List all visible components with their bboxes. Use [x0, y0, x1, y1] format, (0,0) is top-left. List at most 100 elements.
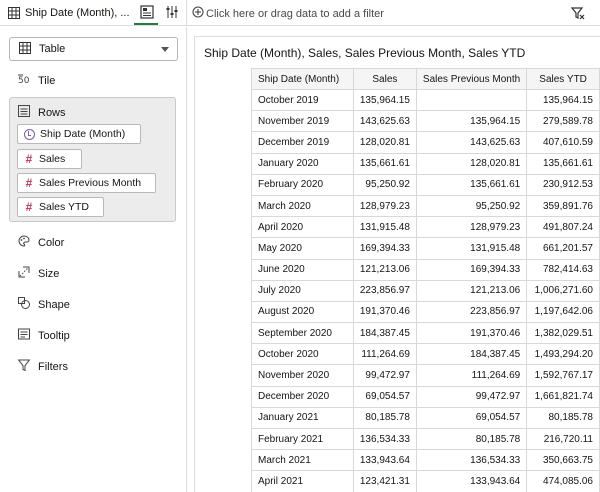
visualization-type-label: Table	[39, 43, 66, 55]
column-header[interactable]: Sales	[352, 68, 417, 90]
table-cell: 169,394.33	[352, 237, 417, 260]
table-body: October 2019 135,964.15 135,964.15 November…	[251, 88, 600, 492]
rows-icon	[18, 105, 30, 120]
tile-section[interactable]: 50 Tile	[18, 73, 55, 88]
tile-icon: 50	[18, 73, 30, 88]
data-table[interactable]: Ship Date (Month) Sales Sales Previous M…	[251, 68, 600, 492]
table-cell: 128,979.23	[415, 216, 528, 239]
table-row[interactable]: March 2021 133,943.64 136,534.33 350,663.75	[251, 449, 600, 472]
table-cell	[415, 88, 528, 112]
table-cell: November 2019	[251, 110, 354, 133]
table-row[interactable]: August 2020 191,370.46 223,856.97 1,197,642…	[251, 300, 600, 324]
table-cell: 121,213.06	[352, 258, 417, 281]
table-cell: 184,387.45	[415, 343, 528, 366]
table-cell: 135,661.61	[415, 173, 528, 196]
table-cell: 135,964.15	[352, 88, 417, 112]
table-cell: 135,964.15	[415, 110, 528, 133]
visualization-canvas[interactable]: Ship Date (Month), Sales, Sales Previous…	[194, 36, 600, 492]
rows-header: Rows	[18, 105, 66, 120]
shapes-icon	[18, 297, 30, 312]
table-row[interactable]: June 2020 121,213.06 169,394.33 782,414.63	[251, 258, 600, 281]
table-row[interactable]: December 2020 69,054.57 99,472.97 1,661,821…	[251, 385, 600, 408]
shape-section[interactable]: Shape	[18, 297, 70, 312]
table-cell: July 2020	[251, 279, 354, 302]
row-pill-ship-date[interactable]: Ship Date (Month)	[17, 124, 141, 144]
column-header[interactable]: Sales Previous Month	[415, 68, 528, 90]
add-filter-area[interactable]: Click here or drag data to add a filter	[192, 6, 384, 21]
hash-icon: #	[25, 176, 33, 190]
table-cell: 80,185.78	[526, 406, 600, 430]
table-row[interactable]: January 2021 80,185.78 69,054.57 80,185.78	[251, 406, 600, 430]
row-pill-sales[interactable]: # Sales	[17, 149, 82, 169]
table-cell: 95,250.92	[352, 173, 417, 196]
row-pill-label: Sales YTD	[39, 201, 89, 213]
table-cell: 216,720.11	[526, 427, 600, 451]
size-section[interactable]: Size	[18, 266, 59, 281]
table-cell: 128,020.81	[415, 152, 528, 175]
table-row[interactable]: April 2021 123,421.31 133,943.64 474,085.06	[251, 470, 600, 492]
table-row[interactable]: December 2019 128,020.81 143,625.63 407,610…	[251, 131, 600, 154]
table-cell: 1,493,294.20	[526, 343, 600, 366]
column-header[interactable]: Ship Date (Month)	[251, 68, 354, 90]
row-pill-label: Ship Date (Month)	[40, 128, 126, 140]
svg-text:50: 50	[18, 76, 30, 85]
row-pill-sales-previous-month[interactable]: # Sales Previous Month	[17, 173, 156, 193]
table-cell: 782,414.63	[526, 258, 600, 281]
resize-icon	[18, 266, 30, 281]
toolbar-separator	[186, 0, 187, 26]
table-row[interactable]: January 2020 135,661.61 128,020.81 135,661.…	[251, 152, 600, 175]
tile-label: Tile	[38, 74, 56, 87]
table-cell: 359,891.76	[526, 194, 600, 218]
table-row[interactable]: September 2020 184,387.45 191,370.46 1,382,…	[251, 322, 600, 345]
table-cell: January 2020	[251, 152, 354, 175]
column-header[interactable]: Sales YTD	[526, 68, 600, 90]
visualization-title: Ship Date (Month), Sales, Sales Previous…	[204, 46, 526, 60]
filter-icon[interactable]	[570, 6, 585, 20]
properties-icon[interactable]	[166, 5, 178, 19]
table-cell: April 2021	[251, 470, 354, 492]
plus-circle-icon	[192, 6, 204, 21]
table-cell: 230,912.53	[526, 173, 600, 196]
active-view-indicator	[134, 23, 158, 25]
table-row[interactable]: March 2020 128,979.23 95,250.92 359,891.76	[251, 194, 600, 218]
table-cell: 1,006,271.60	[526, 279, 600, 302]
table-header-row: Ship Date (Month) Sales Sales Previous M…	[251, 68, 600, 90]
table-row[interactable]: July 2020 223,856.97 121,213.06 1,006,271.6…	[251, 279, 600, 302]
table-cell: 191,370.46	[352, 300, 417, 324]
visualization-type-select[interactable]: Table	[9, 37, 178, 61]
table-cell: 223,856.97	[415, 300, 528, 324]
table-cell: 191,370.46	[415, 322, 528, 345]
table-row[interactable]: November 2020 99,472.97 111,264.69 1,592,76…	[251, 364, 600, 387]
table-cell: 80,185.78	[415, 427, 528, 451]
table-row[interactable]: November 2019 143,625.63 135,964.15 279,589…	[251, 110, 600, 133]
canvas-tab[interactable]: Ship Date (Month), ...	[8, 5, 130, 21]
tooltip-icon	[18, 328, 30, 343]
table-cell: April 2020	[251, 216, 354, 239]
table-cell: 1,592,767.17	[526, 364, 600, 387]
table-row[interactable]: October 2020 111,264.69 184,387.45 1,493,29…	[251, 343, 600, 366]
table-cell: 407,610.59	[526, 131, 600, 154]
table-cell: 99,472.97	[352, 364, 417, 387]
color-section[interactable]: Color	[18, 235, 64, 250]
table-cell: March 2021	[251, 449, 354, 472]
table-row[interactable]: May 2020 169,394.33 131,915.48 661,201.57	[251, 237, 600, 260]
rows-drop-zone[interactable]: Rows Ship Date (Month) # Sales # Sales P…	[9, 97, 176, 222]
row-pill-label: Sales	[39, 153, 66, 165]
table-cell: 95,250.92	[415, 194, 528, 218]
visualize-icon[interactable]	[140, 5, 154, 19]
tooltip-section[interactable]: Tooltip	[18, 328, 70, 343]
table-cell: 1,661,821.74	[526, 385, 600, 408]
table-row[interactable]: April 2020 131,915.48 128,979.23 491,807.24	[251, 216, 600, 239]
table-row[interactable]: February 2021 136,534.33 80,185.78 216,720.…	[251, 427, 600, 451]
clock-icon	[24, 128, 35, 140]
color-label: Color	[38, 236, 65, 249]
table-cell: 1,382,029.51	[526, 322, 600, 345]
row-pill-sales-ytd[interactable]: # Sales YTD	[17, 197, 104, 217]
table-cell: 279,589.78	[526, 110, 600, 133]
table-row[interactable]: October 2019 135,964.15 135,964.15	[251, 88, 600, 112]
filters-section[interactable]: Filters	[17, 359, 68, 374]
grammar-panel: Table 50 Tile Rows Ship Date (Month) # S…	[0, 27, 187, 492]
table-row[interactable]: February 2020 95,250.92 135,661.61 230,912.…	[251, 173, 600, 196]
table-cell: 136,534.33	[352, 427, 417, 451]
table-cell: 474,085.06	[526, 470, 600, 492]
